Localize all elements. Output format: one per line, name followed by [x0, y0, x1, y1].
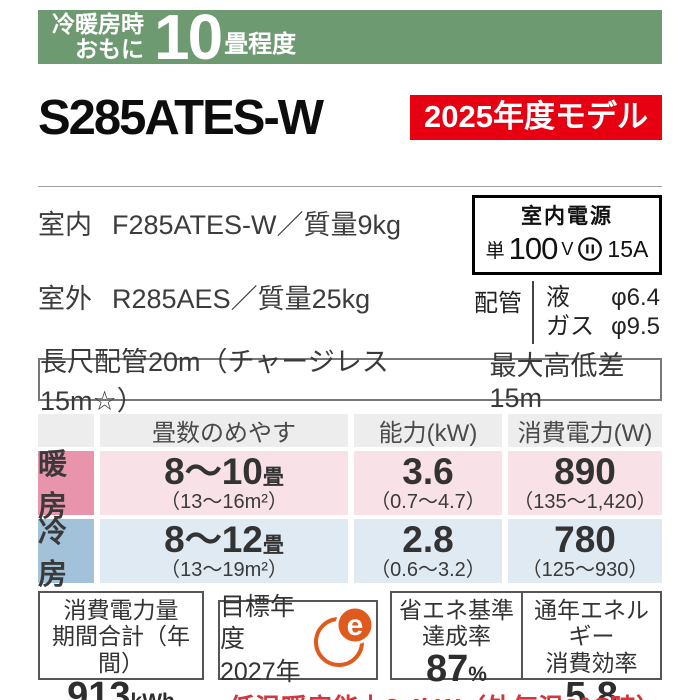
model-year-badge: 2025年度モデル: [410, 95, 662, 140]
target-year-box: 目標年度 2027年 e: [218, 593, 378, 686]
power-phase: 単: [485, 240, 505, 262]
capacity-tatami-unit: 畳程度: [224, 31, 297, 58]
piping-spec: 配管 液 φ6.4 ガス φ9.5: [472, 281, 662, 344]
indoor-unit-value: F285ATES-W／質量9kg: [112, 210, 402, 240]
cooling-power-sub: （125～930）: [521, 558, 649, 581]
cooling-tatami-range: 8～12: [164, 518, 263, 560]
heating-power-sub: （135～1,420）: [513, 490, 657, 513]
outdoor-unit-line: 室外 R285AES／質量25kg: [38, 277, 472, 316]
cooling-capacity-value: 2.8: [402, 518, 454, 560]
header-empty-cell: [38, 413, 94, 447]
capacity-banner-caption: 冷暖房時 おもに: [52, 10, 144, 63]
consumption-unit: kWh: [131, 690, 175, 700]
piping-row-liquid: 液 φ6.4: [546, 283, 660, 312]
unit-spec-section: 室内 F285ATES-W／質量9kg 室外 R285AES／質量25kg 室内…: [38, 195, 662, 344]
power-box-title: 室内電源: [521, 205, 613, 228]
piping-label: 配管: [474, 290, 522, 317]
indoor-unit-line: 室内 F285ATES-W／質量9kg: [38, 203, 472, 242]
heating-capacity-value: 3.6: [402, 450, 454, 492]
header-tatami: 畳数のめやす: [100, 413, 348, 447]
piping-liquid-diameter: φ6.4: [611, 284, 660, 311]
piping-gas-name: ガス: [546, 313, 594, 341]
cooling-tatami-cell: 8～12畳 （13～19m²）: [100, 518, 348, 583]
cooling-capacity-cell: 2.8 （0.6～3.2）: [354, 518, 502, 583]
heating-tatami-value: 8～10畳: [164, 453, 284, 490]
consumption-value: 913: [67, 675, 131, 700]
energy-info-row: 消費電力量 期間合計（年間） 913kWh 目標年度 2027年 e 省エネ基準: [38, 590, 662, 700]
apf-box: 通年エネルギー 消費効率 5.8: [523, 593, 660, 700]
cooling-tatami-sub: （13～19m²）: [160, 558, 288, 581]
performance-table: 畳数のめやす 能力(kW) 消費電力(W) 暖房 8～10畳 （13～16m²）…: [38, 413, 662, 591]
target-year-line2: 2027年: [220, 657, 301, 686]
cooling-row-label: 冷房: [38, 517, 94, 591]
capacity-banner: 冷暖房時 おもに 10 畳程度: [38, 5, 662, 69]
outlet-plug-ii-icon: [577, 236, 603, 262]
target-year-line1: 目標年度: [220, 592, 296, 654]
apf-line2: 消費効率: [545, 650, 638, 677]
apf-line1: 通年エネルギー: [534, 596, 649, 650]
pipe-length-right: 最大高低差15m: [489, 351, 625, 414]
header-capacity: 能力(kW): [354, 413, 502, 447]
unit-list: 室内 F285ATES-W／質量9kg 室外 R285AES／質量25kg: [38, 195, 472, 344]
capacity-caption-line2: おもに: [75, 36, 144, 62]
power-and-piping: 室内電源 単 100 V 15A 配管: [472, 195, 662, 344]
power-box-rating: 単 100 V 15A: [477, 231, 657, 267]
target-year-text: 目標年度 2027年: [220, 591, 309, 689]
indoor-power-box: 室内電源 単 100 V 15A: [472, 195, 662, 275]
pipe-length-note: 長尺配管20m（チャージレス15m☆） 最大高低差15m: [38, 347, 662, 416]
outdoor-unit-value: R285AES／質量25kg: [112, 284, 371, 314]
header-power: 消費電力(W): [508, 413, 662, 447]
standard-achievement-box: 省エネ基準 達成率 87%: [392, 592, 523, 689]
low-temp-heating-footnote: 低温暖房能力3.4kW（外気温2℃時）: [38, 688, 662, 700]
heating-tatami-range: 8～10: [164, 450, 263, 492]
heating-capacity-sub: （0.7～4.7）: [370, 490, 486, 513]
pipe-length-left: 長尺配管20m（チャージレス15m☆）: [40, 347, 389, 417]
achievement-value: 87: [426, 648, 469, 691]
heating-power-cell: 890 （135～1,420）: [508, 450, 662, 515]
achievement-unit: %: [468, 663, 487, 687]
cooling-power-cell: 780 （125～930）: [508, 518, 662, 583]
title-row: S285ATES-W 2025年度モデル: [38, 94, 662, 146]
piping-gas-diameter: φ9.5: [611, 313, 660, 341]
consumption-value-line: 913kWh: [40, 675, 202, 700]
cooling-tatami-unit: 畳: [262, 533, 284, 557]
consumption-line1: 消費電力量: [63, 596, 179, 623]
achievement-line2: 達成率: [422, 623, 491, 650]
power-voltage-unit: V: [561, 238, 574, 259]
cooling-capacity-sub: （0.6～3.2）: [370, 558, 486, 581]
e-mark-letter: e: [347, 609, 364, 642]
heating-tatami-sub: （13～16m²）: [160, 490, 288, 513]
cooling-tatami-value: 8～12畳: [164, 521, 284, 558]
energy-saving-e-mark-icon: e: [312, 605, 376, 674]
consumption-line2: 期間合計（年間）: [52, 623, 190, 677]
section-divider: [38, 186, 662, 187]
capacity-caption-line1: 冷暖房時: [52, 10, 144, 37]
cooling-power-value: 780: [554, 518, 616, 560]
achievement-value-line: 87%: [392, 648, 521, 691]
apf-value: 5.8: [565, 675, 618, 700]
heating-tatami-unit: 畳: [262, 465, 284, 489]
annual-consumption-box: 消費電力量 期間合計（年間） 913kWh: [38, 590, 204, 700]
piping-row-gas: ガス φ9.5: [546, 312, 660, 341]
heating-power-value: 890: [554, 450, 616, 492]
achievement-line1: 省エネ基準: [399, 596, 514, 623]
piping-liquid-name: 液: [546, 284, 570, 311]
indoor-unit-label: 室内: [38, 210, 92, 240]
model-number: S285ATES-W: [38, 91, 324, 145]
capacity-tatami-count: 10: [154, 0, 223, 73]
piping-rows: 液 φ6.4 ガス φ9.5: [532, 281, 662, 344]
heating-capacity-cell: 3.6 （0.7～4.7）: [354, 450, 502, 515]
efficiency-boxes: 省エネ基準 達成率 87% 通年エネルギー 消費効率 5.8: [390, 590, 662, 700]
power-voltage: 100: [508, 231, 559, 266]
heating-row-label: 暖房: [38, 449, 94, 523]
power-amperage: 15A: [607, 235, 649, 262]
heating-tatami-cell: 8～10畳 （13～16m²）: [100, 450, 348, 515]
outdoor-unit-label: 室外: [38, 284, 92, 314]
